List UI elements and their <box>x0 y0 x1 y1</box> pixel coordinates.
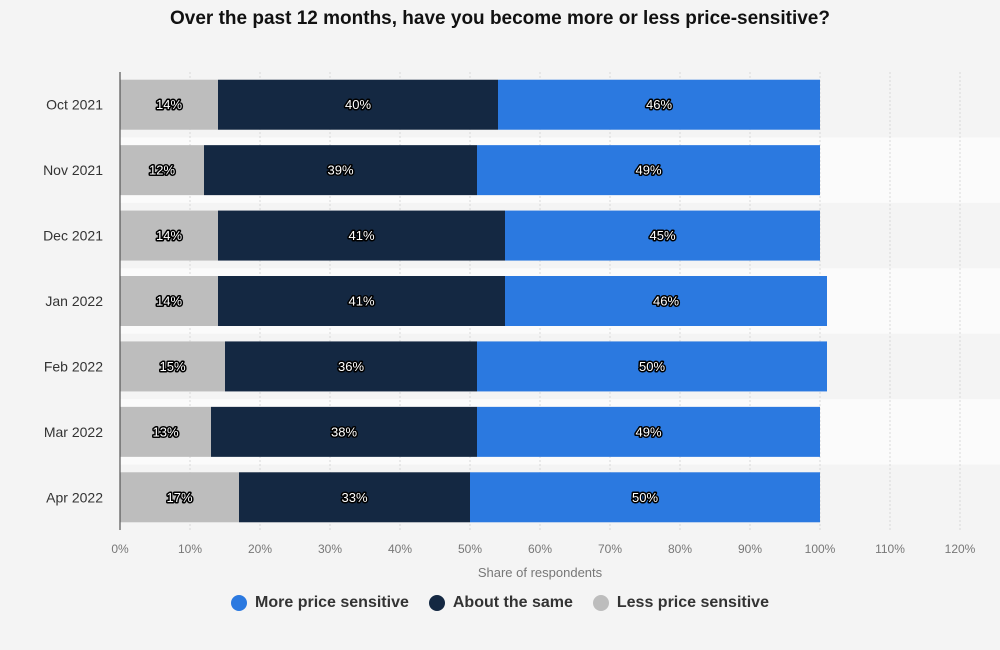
x-tick-label: 50% <box>458 542 482 556</box>
bar-less <box>120 472 239 523</box>
bar-same <box>218 276 505 326</box>
legend-dot-less <box>592 595 609 611</box>
bar-more <box>498 79 820 130</box>
legend-item-more[interactable]: More price sensitive <box>231 594 409 612</box>
data-label: 14% <box>156 294 182 309</box>
data-label: 17% <box>166 490 192 505</box>
legend-dot-more <box>231 595 248 611</box>
category-label: Oct 2021 <box>46 97 103 113</box>
bar-less <box>120 210 218 261</box>
data-label: 40% <box>345 97 371 112</box>
data-label: 50% <box>639 359 665 374</box>
bar-more <box>505 276 827 326</box>
bar-same <box>218 79 498 130</box>
bar-same <box>218 210 505 261</box>
legend-label-more: More price sensitive <box>255 594 409 611</box>
chart-legend: More price sensitive About the same Less… <box>0 594 1000 612</box>
bar-less <box>120 406 211 457</box>
bar-more <box>477 406 820 457</box>
category-label: Apr 2022 <box>46 489 103 505</box>
bar-less <box>120 341 225 392</box>
x-tick-label: 30% <box>318 542 342 556</box>
data-label: 41% <box>348 294 374 309</box>
data-label: 15% <box>159 359 185 374</box>
data-label: 36% <box>338 359 364 374</box>
x-tick-label: 110% <box>875 542 905 556</box>
legend-dot-same <box>428 595 445 611</box>
bar-same <box>239 472 470 523</box>
data-label: 41% <box>348 228 374 243</box>
x-tick-label: 20% <box>248 542 272 556</box>
bar-more <box>477 145 820 196</box>
bar-less <box>120 79 218 130</box>
x-tick-label: 0% <box>111 542 129 556</box>
data-label: 49% <box>635 163 661 178</box>
x-tick-label: 70% <box>598 542 622 556</box>
bar-more <box>470 472 820 523</box>
category-label: Jan 2022 <box>45 293 103 309</box>
category-label: Feb 2022 <box>44 358 103 374</box>
bar-less <box>120 145 204 196</box>
data-label: 46% <box>646 97 672 112</box>
data-label: 50% <box>632 490 658 505</box>
data-label: 49% <box>635 424 661 439</box>
x-tick-label: 90% <box>738 542 762 556</box>
bar-same <box>204 145 477 196</box>
x-tick-label: 100% <box>805 542 836 556</box>
legend-label-same: About the same <box>452 594 573 611</box>
data-label: 39% <box>327 163 353 178</box>
category-label: Dec 2021 <box>43 228 103 244</box>
data-label: 38% <box>331 424 357 439</box>
data-label: 14% <box>156 97 182 112</box>
x-tick-label: 60% <box>528 542 552 556</box>
bar-same <box>225 341 477 392</box>
x-tick-label: 120% <box>945 542 976 556</box>
data-label: 45% <box>649 228 675 243</box>
legend-item-less[interactable]: Less price sensitive <box>592 594 769 612</box>
legend-item-same[interactable]: About the same <box>428 594 573 612</box>
data-label: 14% <box>156 228 182 243</box>
data-label: 13% <box>152 424 178 439</box>
data-label: 12% <box>149 163 175 178</box>
category-label: Mar 2022 <box>44 424 103 440</box>
bar-more <box>477 341 827 392</box>
bar-more <box>505 210 820 261</box>
x-tick-label: 80% <box>668 542 692 556</box>
bar-less <box>120 276 218 326</box>
legend-label-less: Less price sensitive <box>616 594 769 611</box>
chart-title: Over the past 12 months, have you become… <box>170 8 830 29</box>
x-axis-title: Share of respondents <box>478 565 603 580</box>
data-label: 33% <box>341 490 367 505</box>
x-tick-label: 10% <box>178 542 202 556</box>
category-label: Nov 2021 <box>43 162 103 178</box>
x-tick-label: 40% <box>388 542 412 556</box>
data-label: 46% <box>653 294 679 309</box>
bar-same <box>211 406 477 457</box>
